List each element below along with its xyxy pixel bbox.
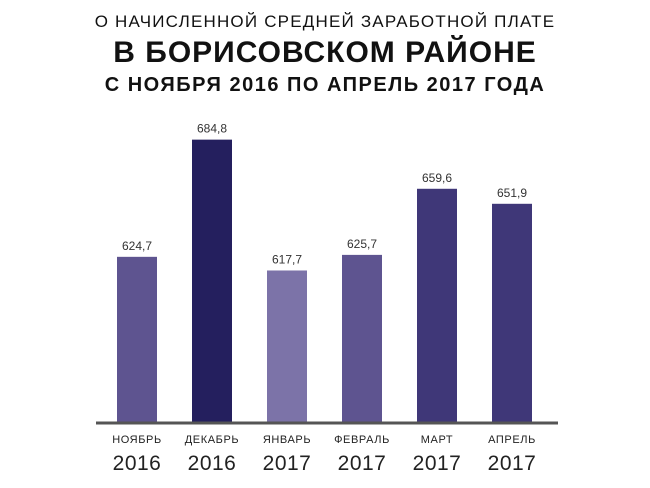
chart-title-line-1: О НАЧИСЛЕННОЙ СРЕДНЕЙ ЗАРАБОТНОЙ ПЛАТЕ (94, 12, 556, 31)
value-label-1: 624,7 (122, 239, 152, 253)
month-label-3: ЯНВАРЬ (263, 434, 311, 446)
value-label-2: 684,8 (197, 122, 227, 136)
year-label-6: 2017 (488, 452, 537, 475)
chart-title-line-2: В БОРИСОВСКОМ РАЙОНЕ (113, 36, 537, 69)
year-label-5: 2017 (413, 452, 462, 475)
bar-2 (192, 139, 232, 422)
month-label-1: НОЯБРЬ (112, 434, 162, 446)
bar-3 (267, 270, 307, 422)
value-label-5: 659,6 (422, 171, 452, 185)
month-label-4: ФЕВРАЛЬ (334, 434, 390, 446)
labels-group: 624,7 НОЯБРЬ 2016 684,8 ДЕКАБРЬ 2016 617,7 ЯНВА… (112, 122, 536, 475)
value-label-4: 625,7 (347, 237, 377, 251)
year-label-4: 2017 (338, 452, 387, 475)
chart-title-line-3: С НОЯБРЯ 2016 ПО АПРЕЛЬ 2017 ГОДА (104, 74, 546, 96)
year-label-3: 2017 (263, 452, 312, 475)
month-label-5: МАРТ (421, 434, 453, 446)
bar-4 (342, 254, 382, 422)
year-label-2: 2016 (188, 452, 237, 475)
bar-5 (417, 188, 457, 422)
bars-group (117, 139, 532, 422)
month-label-2: ДЕКАБРЬ (185, 434, 240, 446)
month-label-6: АПРЕЛЬ (488, 434, 536, 446)
value-label-6: 651,9 (497, 186, 527, 200)
value-label-3: 617,7 (272, 252, 302, 266)
year-label-1: 2016 (113, 452, 162, 475)
bar-1 (117, 256, 157, 422)
bar-6 (492, 203, 532, 422)
